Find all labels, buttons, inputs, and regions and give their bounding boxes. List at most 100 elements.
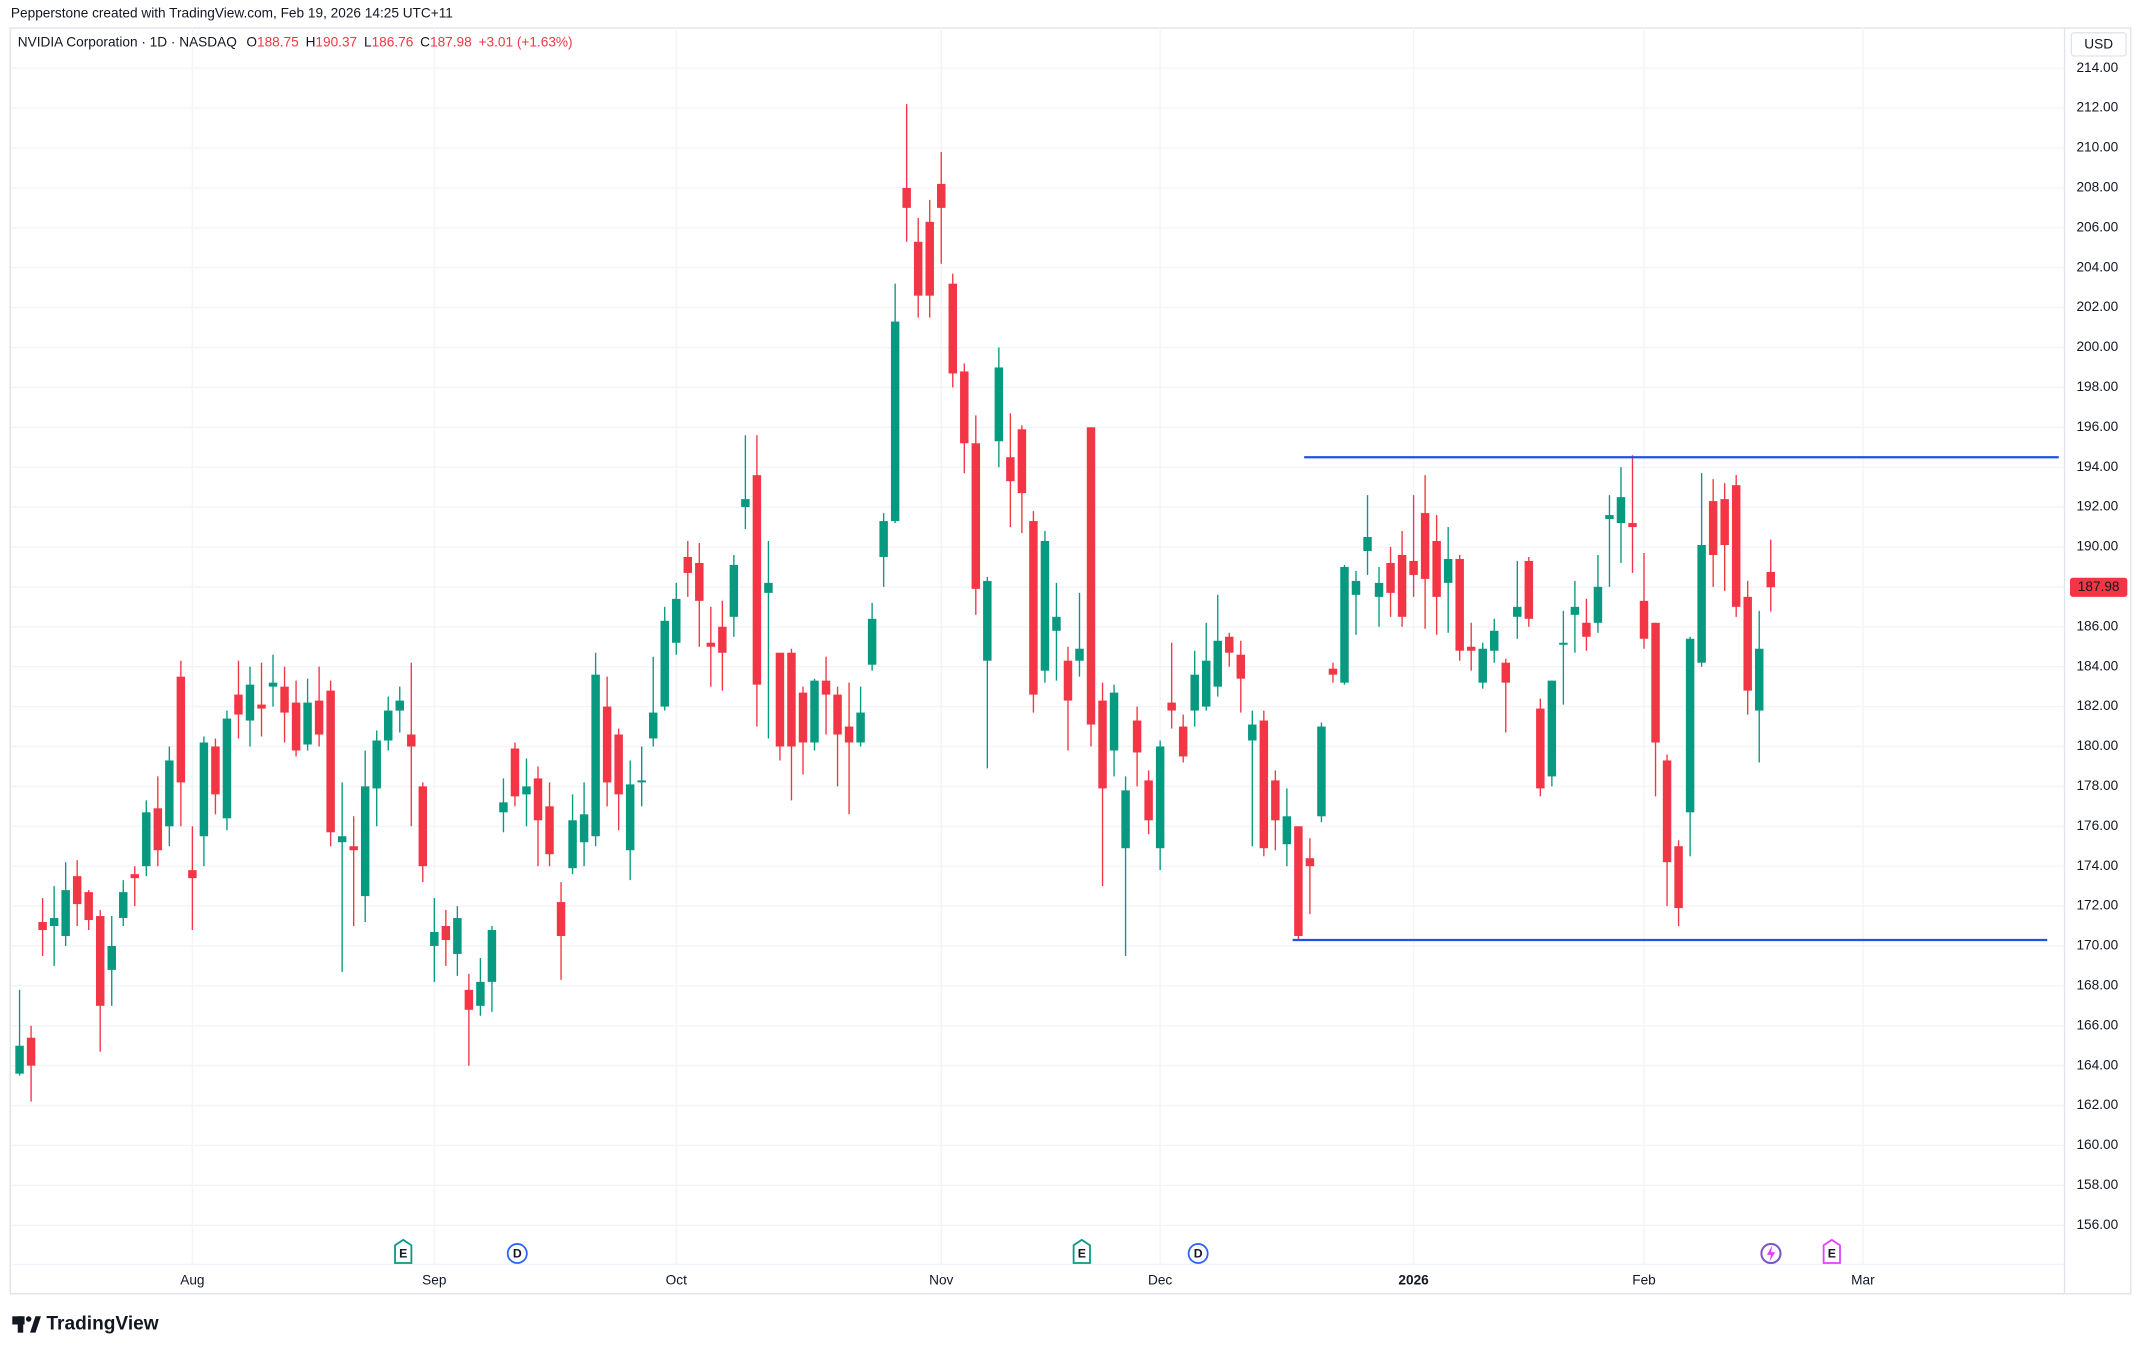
candle-body bbox=[257, 704, 266, 709]
event-marker[interactable]: D bbox=[506, 1243, 528, 1264]
candle-body bbox=[1386, 562, 1395, 593]
candle-body bbox=[349, 846, 358, 851]
y-tick-label: 174.00 bbox=[2076, 858, 2118, 873]
event-marker[interactable]: E bbox=[1072, 1238, 1091, 1264]
candle-body bbox=[810, 680, 819, 743]
header: NVIDIA Corporation · 1D · NASDAQ O188.75 H… bbox=[18, 34, 573, 49]
candle-body bbox=[1720, 499, 1729, 546]
y-tick-label: 176.00 bbox=[2076, 818, 2118, 833]
candle-body bbox=[752, 475, 762, 685]
candle-body bbox=[418, 786, 428, 867]
candle-body bbox=[1547, 680, 1557, 777]
event-icon[interactable] bbox=[394, 1238, 413, 1264]
candle-body bbox=[1651, 622, 1660, 743]
last-price-label: 187.98 bbox=[2078, 579, 2120, 594]
candle-body bbox=[153, 808, 163, 851]
candle-body bbox=[1409, 560, 1418, 575]
y-tick-label: 180.00 bbox=[2076, 738, 2118, 753]
y-tick-label: 178.00 bbox=[2076, 778, 2118, 793]
candle-body bbox=[591, 674, 600, 837]
candle-body bbox=[211, 746, 220, 795]
candle-body bbox=[1328, 668, 1338, 675]
candle-body bbox=[464, 989, 474, 1010]
y-tick-label: 184.00 bbox=[2076, 658, 2118, 673]
ohlc-label: C bbox=[420, 34, 430, 49]
candle-body bbox=[660, 620, 669, 707]
candle-body bbox=[1559, 642, 1568, 645]
last-price-tag bbox=[2069, 577, 2128, 597]
candle-body bbox=[1432, 541, 1441, 597]
x-tick-label: Nov bbox=[929, 1272, 953, 1287]
candle-body bbox=[291, 702, 301, 751]
y-tick-label: 162.00 bbox=[2076, 1097, 2118, 1112]
candle-body bbox=[1478, 648, 1487, 683]
candle-body bbox=[337, 836, 347, 843]
ohlc-value: 188.75 bbox=[257, 34, 299, 49]
event-marker[interactable]: E bbox=[394, 1238, 413, 1264]
candle-body bbox=[1513, 606, 1522, 617]
candle-body bbox=[1294, 826, 1303, 936]
y-tick-label: 164.00 bbox=[2076, 1057, 2118, 1072]
x-tick-label: Aug bbox=[180, 1272, 204, 1287]
candle-body bbox=[890, 321, 900, 522]
candle-body bbox=[983, 580, 992, 661]
currency[interactable]: USD bbox=[2084, 37, 2113, 52]
candle-body bbox=[430, 932, 439, 946]
candle-body bbox=[1201, 660, 1211, 707]
candle-body bbox=[360, 786, 370, 897]
y-tick-label: 160.00 bbox=[2076, 1137, 2118, 1152]
ohlc-value: 190.37 bbox=[315, 34, 357, 49]
candle-body bbox=[1685, 638, 1695, 813]
event-icon[interactable] bbox=[1766, 1245, 1776, 1262]
candle-body bbox=[614, 734, 623, 795]
event-icon[interactable] bbox=[1760, 1242, 1782, 1265]
candle-body bbox=[384, 710, 393, 741]
candle-body bbox=[326, 690, 335, 833]
ohlc-label: L bbox=[364, 34, 372, 49]
lightning-event[interactable] bbox=[1760, 1242, 1782, 1265]
event-marker[interactable]: D bbox=[1187, 1243, 1209, 1264]
candle-body bbox=[683, 556, 693, 573]
candle-body bbox=[787, 652, 796, 747]
y-tick-label: 214.00 bbox=[2076, 60, 2118, 75]
event-icon[interactable] bbox=[506, 1243, 528, 1264]
candle-body bbox=[1501, 662, 1511, 683]
event-label[interactable]: D bbox=[1194, 1246, 1203, 1260]
currency-box[interactable] bbox=[2070, 32, 2127, 57]
event-label[interactable]: D bbox=[513, 1246, 522, 1260]
candle-body bbox=[1351, 580, 1361, 595]
candle-body bbox=[1259, 720, 1269, 849]
candle-body bbox=[407, 734, 416, 747]
candle-body bbox=[948, 283, 957, 374]
candle-body bbox=[1662, 760, 1672, 863]
event-label[interactable]: E bbox=[1828, 1246, 1836, 1260]
candle-body bbox=[637, 780, 646, 783]
candle-body bbox=[1593, 586, 1603, 623]
candle-body bbox=[1271, 780, 1280, 821]
y-tick-label: 210.00 bbox=[2076, 140, 2118, 155]
event-label[interactable]: E bbox=[399, 1246, 407, 1260]
candle-body bbox=[1040, 541, 1050, 671]
candle-body bbox=[1178, 726, 1188, 757]
event-icon[interactable] bbox=[1072, 1238, 1091, 1264]
event-icon[interactable] bbox=[1187, 1243, 1209, 1264]
candle-body bbox=[1282, 816, 1292, 845]
candle-body bbox=[499, 802, 508, 813]
event-label[interactable]: E bbox=[1078, 1246, 1086, 1260]
x-tick-label: Sep bbox=[422, 1272, 447, 1287]
candle-body bbox=[1455, 558, 1464, 651]
candle-body bbox=[879, 521, 888, 557]
event-icon[interactable] bbox=[1822, 1238, 1841, 1264]
candle-body bbox=[1063, 660, 1073, 701]
candle-body bbox=[84, 892, 93, 921]
candle-body bbox=[1236, 654, 1246, 679]
x-tick-label: Dec bbox=[1148, 1272, 1172, 1287]
y-tick-label: 212.00 bbox=[2076, 100, 2118, 115]
candle-body bbox=[38, 922, 47, 931]
candle-body bbox=[971, 443, 981, 589]
change: +3.01 (+1.63%) bbox=[479, 34, 573, 49]
event-marker[interactable]: E bbox=[1822, 1238, 1841, 1264]
logo-part bbox=[17, 1316, 24, 1333]
x-tick-label: Feb bbox=[1632, 1272, 1656, 1287]
candle-body bbox=[902, 187, 911, 208]
